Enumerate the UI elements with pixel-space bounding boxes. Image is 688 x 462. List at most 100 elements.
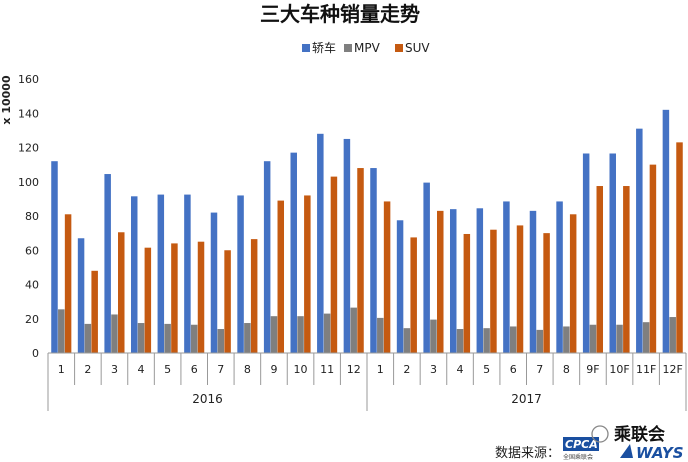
- bar-MPV: [58, 309, 65, 353]
- x-tick-label: 2: [403, 363, 410, 376]
- bar-轿车: [396, 220, 404, 353]
- y-tick-label: 160: [18, 73, 39, 86]
- bar-SUV: [623, 186, 630, 353]
- y-tick-label: 60: [25, 244, 39, 257]
- bar-MPV: [217, 329, 225, 353]
- bar-SUV: [330, 176, 338, 353]
- y-tick-label: 40: [25, 279, 39, 292]
- y-tick-label: 20: [25, 313, 39, 326]
- bar-MPV: [164, 323, 171, 353]
- bar-SUV: [91, 270, 98, 353]
- bar-SUV: [357, 168, 364, 353]
- bar-MPV: [84, 323, 92, 353]
- bar-轿车: [582, 153, 590, 353]
- legend-swatch: [395, 44, 403, 52]
- bar-轿车: [263, 161, 271, 353]
- bar-SUV: [516, 225, 524, 353]
- bar-轿车: [184, 194, 191, 353]
- legend-label: SUV: [405, 41, 430, 55]
- ways-swoosh-icon: [620, 444, 633, 458]
- x-tick-label: 12: [347, 363, 361, 376]
- bar-轿车: [104, 174, 111, 353]
- y-tick-label: 80: [25, 210, 39, 223]
- x-tick-label: 3: [111, 363, 118, 376]
- bar-SUV: [490, 229, 497, 353]
- bar-SUV: [64, 214, 72, 353]
- legend-swatch: [302, 44, 310, 52]
- x-tick-label: 2: [84, 363, 91, 376]
- x-tick-label: 4: [457, 363, 464, 376]
- bar-MPV: [244, 323, 251, 353]
- bar-轿车: [130, 196, 138, 353]
- bar-MPV: [536, 329, 544, 353]
- bar-轿车: [157, 194, 165, 353]
- bar-SUV: [437, 210, 444, 353]
- bar-轿车: [529, 210, 537, 353]
- x-tick-label: 9F: [586, 363, 599, 376]
- cpca-logo-subtext: 全国乘联会: [563, 453, 593, 461]
- x-tick-label: 7: [536, 363, 543, 376]
- bar-轿车: [503, 201, 510, 353]
- bar-轿车: [636, 128, 643, 353]
- x-tick-label: 5: [483, 363, 490, 376]
- bar-MPV: [616, 324, 623, 353]
- bar-轿车: [77, 238, 85, 353]
- bar-轿车: [476, 208, 484, 353]
- bar-MPV: [483, 328, 490, 353]
- bars: [51, 109, 683, 354]
- x-tick-label: 11F: [636, 363, 656, 376]
- bar-MPV: [430, 319, 437, 353]
- bar-SUV: [569, 214, 577, 353]
- cpca-logo-text: CPCA: [565, 438, 598, 451]
- bar-SUV: [277, 200, 285, 353]
- bar-轿车: [609, 153, 616, 353]
- bar-MPV: [509, 326, 517, 353]
- x-tick-label: 8: [563, 363, 570, 376]
- bar-MPV: [377, 317, 384, 353]
- x-tick-label: 6: [191, 363, 198, 376]
- y-tick-label: 140: [18, 107, 39, 120]
- y-tick-label: 0: [32, 347, 39, 360]
- bar-SUV: [676, 142, 683, 353]
- x-tick-label: 6: [510, 363, 517, 376]
- bar-SUV: [250, 239, 258, 353]
- bar-SUV: [118, 232, 125, 353]
- cpca-logo: CPCA 全国乘联会: [563, 437, 599, 461]
- x-tick-label: 8: [244, 363, 251, 376]
- x-tick-label: 9: [270, 363, 277, 376]
- legend-label: MPV: [354, 41, 381, 55]
- group-label: 2017: [511, 392, 542, 406]
- x-tick-label: 10F: [609, 363, 629, 376]
- bar-轿车: [556, 201, 563, 353]
- bar-轿车: [317, 133, 324, 353]
- bar-SUV: [197, 241, 205, 353]
- legend: 轿车 MPV SUV: [302, 40, 430, 55]
- bar-MPV: [270, 316, 278, 353]
- wechat-logo: 乘联会: [591, 424, 665, 445]
- bar-SUV: [463, 233, 471, 353]
- bar-MPV: [642, 322, 650, 353]
- y-tick-label: 100: [18, 176, 39, 189]
- bar-轿车: [449, 209, 457, 353]
- wechat-name: 乘联会: [613, 424, 665, 445]
- bar-SUV: [543, 233, 550, 354]
- bar-SUV: [410, 237, 417, 353]
- x-tick-label: 10: [294, 363, 308, 376]
- bar-SUV: [383, 201, 391, 353]
- x-tick-label: 3: [430, 363, 437, 376]
- x-tick-label: 4: [138, 363, 145, 376]
- x-tick-label: 11: [320, 363, 334, 376]
- bar-轿车: [343, 138, 351, 353]
- y-axis-label: x 10000: [0, 75, 13, 125]
- y-tick-label: 120: [18, 142, 39, 155]
- bar-SUV: [596, 186, 604, 353]
- bar-轿车: [51, 161, 58, 353]
- x-tick-label: 1: [58, 363, 65, 376]
- source-label: 数据来源：: [495, 446, 560, 461]
- x-tick-label: 5: [164, 363, 171, 376]
- bar-MPV: [589, 324, 597, 353]
- bar-MPV: [456, 329, 464, 353]
- bar-MPV: [350, 307, 357, 353]
- bar-轿车: [210, 212, 218, 353]
